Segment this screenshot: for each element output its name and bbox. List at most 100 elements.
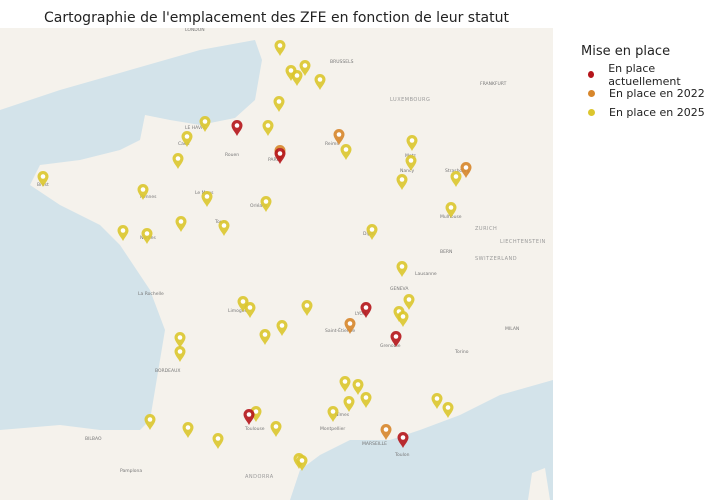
marker-2025-pin-icon[interactable] <box>296 455 308 471</box>
legend-dot-icon <box>588 109 595 116</box>
map-label: LE HAVRE <box>185 125 207 131</box>
marker-2025-pin-icon[interactable] <box>397 311 409 327</box>
marker-2025-pin-icon[interactable] <box>237 296 249 312</box>
map[interactable]: LONDON BRUSSELS LUXEMBOURG FRANKFURT PARIS Ro… <box>0 28 553 500</box>
marker-2025-pin-icon[interactable] <box>270 421 282 437</box>
map-label: SWITZERLAND <box>475 256 517 262</box>
marker-2025-pin-icon[interactable] <box>276 320 288 336</box>
map-label: Lausanne <box>415 271 437 277</box>
map-label: ANDORRA <box>245 474 274 480</box>
marker-2025-pin-icon[interactable] <box>442 402 454 418</box>
marker-2025-pin-icon[interactable] <box>181 131 193 147</box>
marker-2025-pin-icon[interactable] <box>259 329 271 345</box>
map-label: BRUSSELS <box>330 59 354 65</box>
marker-2025-pin-icon[interactable] <box>182 422 194 438</box>
legend-dot-icon <box>588 90 595 97</box>
marker-2025-pin-icon[interactable] <box>285 65 297 81</box>
marker-2025-pin-icon[interactable] <box>244 302 256 318</box>
map-label: Pamplona <box>120 468 142 474</box>
marker-2025-pin-icon[interactable] <box>37 171 49 187</box>
marker-2022-pin-icon[interactable] <box>333 129 345 145</box>
map-label: Strasbourg <box>445 168 470 174</box>
map-label: Orléans <box>250 202 268 209</box>
map-label: BILBAO <box>85 436 102 442</box>
map-title: Cartographie de l'emplacement des ZFE en… <box>44 10 509 26</box>
marker-2025-pin-icon[interactable] <box>172 153 184 169</box>
marker-2025-pin-icon[interactable] <box>218 220 230 236</box>
marker-2025-pin-icon[interactable] <box>250 406 262 422</box>
marker-2025-pin-icon[interactable] <box>327 406 339 422</box>
map-label: LUXEMBOURG <box>390 97 430 103</box>
marker-2025-pin-icon[interactable] <box>274 40 286 56</box>
map-label: Limoges <box>228 308 248 314</box>
map-label: Nancy <box>400 168 414 174</box>
legend-dot-icon <box>588 71 595 78</box>
map-label: PARIS <box>268 157 281 163</box>
mediterranean-sea <box>290 380 553 500</box>
marker-2025-pin-icon[interactable] <box>343 396 355 412</box>
marker-2025-pin-icon[interactable] <box>117 225 129 241</box>
corsica <box>528 468 550 500</box>
marker-2025-pin-icon[interactable] <box>299 60 311 76</box>
marker-2025-pin-icon[interactable] <box>366 224 378 240</box>
marker-2025-pin-icon[interactable] <box>301 300 313 316</box>
marker-2025-pin-icon[interactable] <box>340 144 352 160</box>
map-label: La Rochelle <box>138 291 164 297</box>
marker-current-pin-icon[interactable] <box>274 148 286 164</box>
marker-2025-pin-icon[interactable] <box>260 196 272 212</box>
marker-2025-pin-icon[interactable] <box>450 171 462 187</box>
map-label: Toulouse <box>244 426 265 432</box>
marker-2025-pin-icon[interactable] <box>396 174 408 190</box>
map-label: BORDEAUX <box>155 368 180 374</box>
legend-item-current: En place actuellement <box>581 62 717 88</box>
map-label: Toulon <box>394 452 410 458</box>
marker-2025-pin-icon[interactable] <box>291 70 303 86</box>
map-label: FRANKFURT <box>480 81 507 87</box>
marker-current-pin-icon[interactable] <box>231 120 243 136</box>
marker-current-pin-icon[interactable] <box>397 432 409 448</box>
marker-current-pin-icon[interactable] <box>243 409 255 425</box>
marker-2025-pin-icon[interactable] <box>314 74 326 90</box>
marker-2025-pin-icon[interactable] <box>273 96 285 112</box>
marker-2022-pin-icon[interactable] <box>460 162 472 178</box>
legend-item-2025: En place en 2025 <box>581 103 717 122</box>
map-label: GENEVA <box>390 286 409 292</box>
marker-2025-pin-icon[interactable] <box>141 228 153 244</box>
map-label: LIECHTENSTEIN <box>500 239 546 245</box>
map-label: Caen <box>178 141 190 147</box>
marker-2025-pin-icon[interactable] <box>201 191 213 207</box>
marker-2025-pin-icon[interactable] <box>396 261 408 277</box>
marker-2025-pin-icon[interactable] <box>445 202 457 218</box>
marker-2025-pin-icon[interactable] <box>199 116 211 132</box>
map-label: LYON <box>355 311 366 317</box>
map-label: Torino <box>454 349 469 355</box>
legend-title: Mise en place <box>581 44 671 59</box>
marker-2025-pin-icon[interactable] <box>212 433 224 449</box>
map-label: MILAN <box>505 326 519 332</box>
marker-2025-pin-icon[interactable] <box>174 332 186 348</box>
map-label: Reims <box>325 141 339 147</box>
marker-current-pin-icon[interactable] <box>360 302 372 318</box>
map-label: ZURICH <box>475 226 497 232</box>
marker-current-pin-icon[interactable] <box>390 331 402 347</box>
marker-2025-pin-icon[interactable] <box>339 376 351 392</box>
marker-2025-pin-icon[interactable] <box>144 414 156 430</box>
marker-2025-pin-icon[interactable] <box>360 392 372 408</box>
marker-2025-pin-icon[interactable] <box>352 379 364 395</box>
marker-2025-pin-icon[interactable] <box>174 346 186 362</box>
map-label: BERN <box>440 249 452 255</box>
marker-2025-pin-icon[interactable] <box>431 393 443 409</box>
map-label: Rouen <box>225 152 239 158</box>
marker-2025-pin-icon[interactable] <box>405 155 417 171</box>
map-label: Montpellier <box>320 426 345 432</box>
atlantic-sea <box>0 40 262 430</box>
marker-2025-pin-icon[interactable] <box>406 135 418 151</box>
marker-2022-pin-icon[interactable] <box>344 318 356 334</box>
marker-2025-pin-icon[interactable] <box>175 216 187 232</box>
marker-2025-pin-icon[interactable] <box>137 184 149 200</box>
marker-2025-pin-icon[interactable] <box>262 120 274 136</box>
marker-2025-pin-icon[interactable] <box>403 294 415 310</box>
legend-item-2022: En place en 2022 <box>581 84 717 103</box>
marker-2022-pin-icon[interactable] <box>380 424 392 440</box>
map-label: MARSEILLE <box>362 441 387 447</box>
